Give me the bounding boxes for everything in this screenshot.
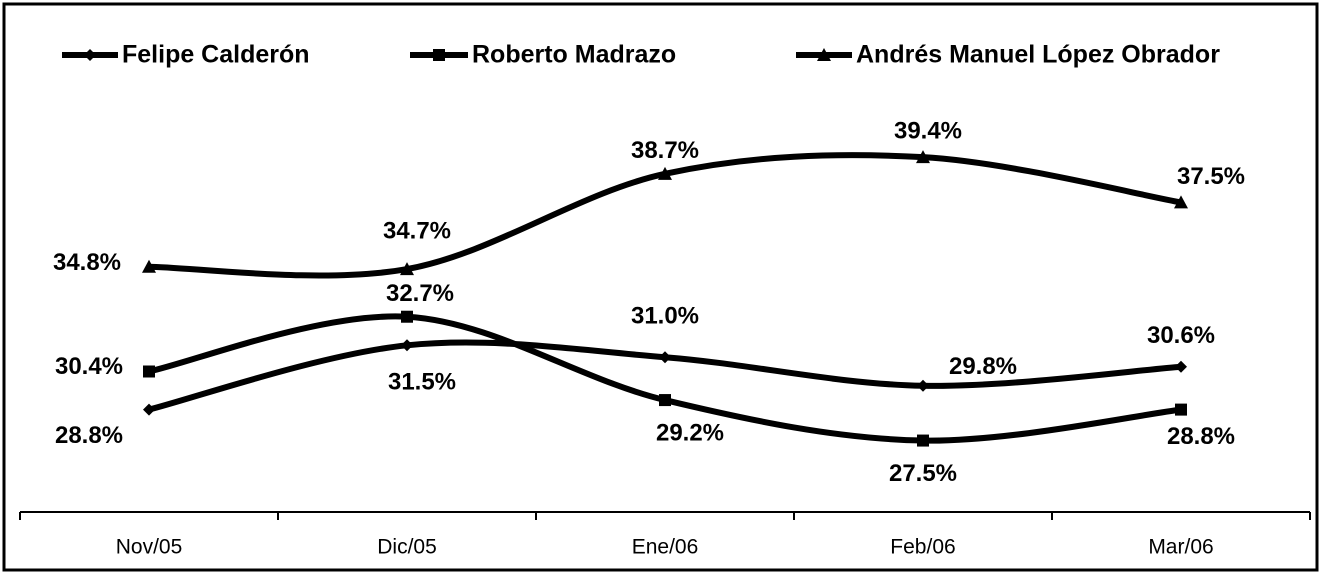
value-label: 29.8%	[949, 353, 1017, 380]
value-label: 31.5%	[388, 369, 456, 396]
value-label: 32.7%	[386, 280, 454, 307]
data-point	[659, 394, 671, 407]
data-point	[1175, 403, 1187, 416]
data-point	[1174, 195, 1188, 209]
data-point	[401, 310, 413, 323]
data-point	[143, 365, 155, 378]
x-tick-label: Ene/06	[632, 536, 699, 559]
data-point	[916, 150, 930, 164]
legend-marker	[433, 49, 445, 61]
value-label: 38.7%	[631, 137, 699, 164]
value-label: 30.6%	[1147, 322, 1215, 349]
data-point	[658, 166, 672, 180]
data-point	[917, 434, 929, 447]
data-point	[400, 262, 414, 276]
value-label: 28.8%	[1167, 423, 1235, 450]
value-label: 30.4%	[55, 353, 123, 380]
x-tick-label: Dic/05	[377, 536, 437, 559]
legend-marker	[817, 48, 831, 61]
data-point	[917, 379, 929, 392]
legend-label: Felipe Calderón	[122, 41, 310, 69]
value-label: 34.7%	[383, 217, 451, 244]
value-label: 31.0%	[631, 303, 699, 330]
x-tick-label: Mar/06	[1148, 536, 1213, 559]
value-label: 39.4%	[894, 118, 962, 145]
legend-label: Andrés Manuel López Obrador	[856, 41, 1220, 69]
data-point	[143, 403, 155, 416]
data-point	[1175, 360, 1187, 373]
value-label: 34.8%	[53, 249, 121, 276]
value-label: 29.2%	[656, 419, 724, 446]
value-label: 37.5%	[1177, 163, 1245, 190]
x-tick-label: Nov/05	[116, 536, 183, 559]
value-label: 28.8%	[55, 422, 123, 449]
x-tick-label: Feb/06	[890, 536, 955, 559]
legend-label: Roberto Madrazo	[472, 41, 676, 69]
data-point	[142, 259, 156, 273]
data-point	[659, 351, 671, 364]
data-point	[401, 339, 413, 352]
legend-marker	[84, 49, 96, 61]
value-label: 27.5%	[889, 460, 957, 487]
